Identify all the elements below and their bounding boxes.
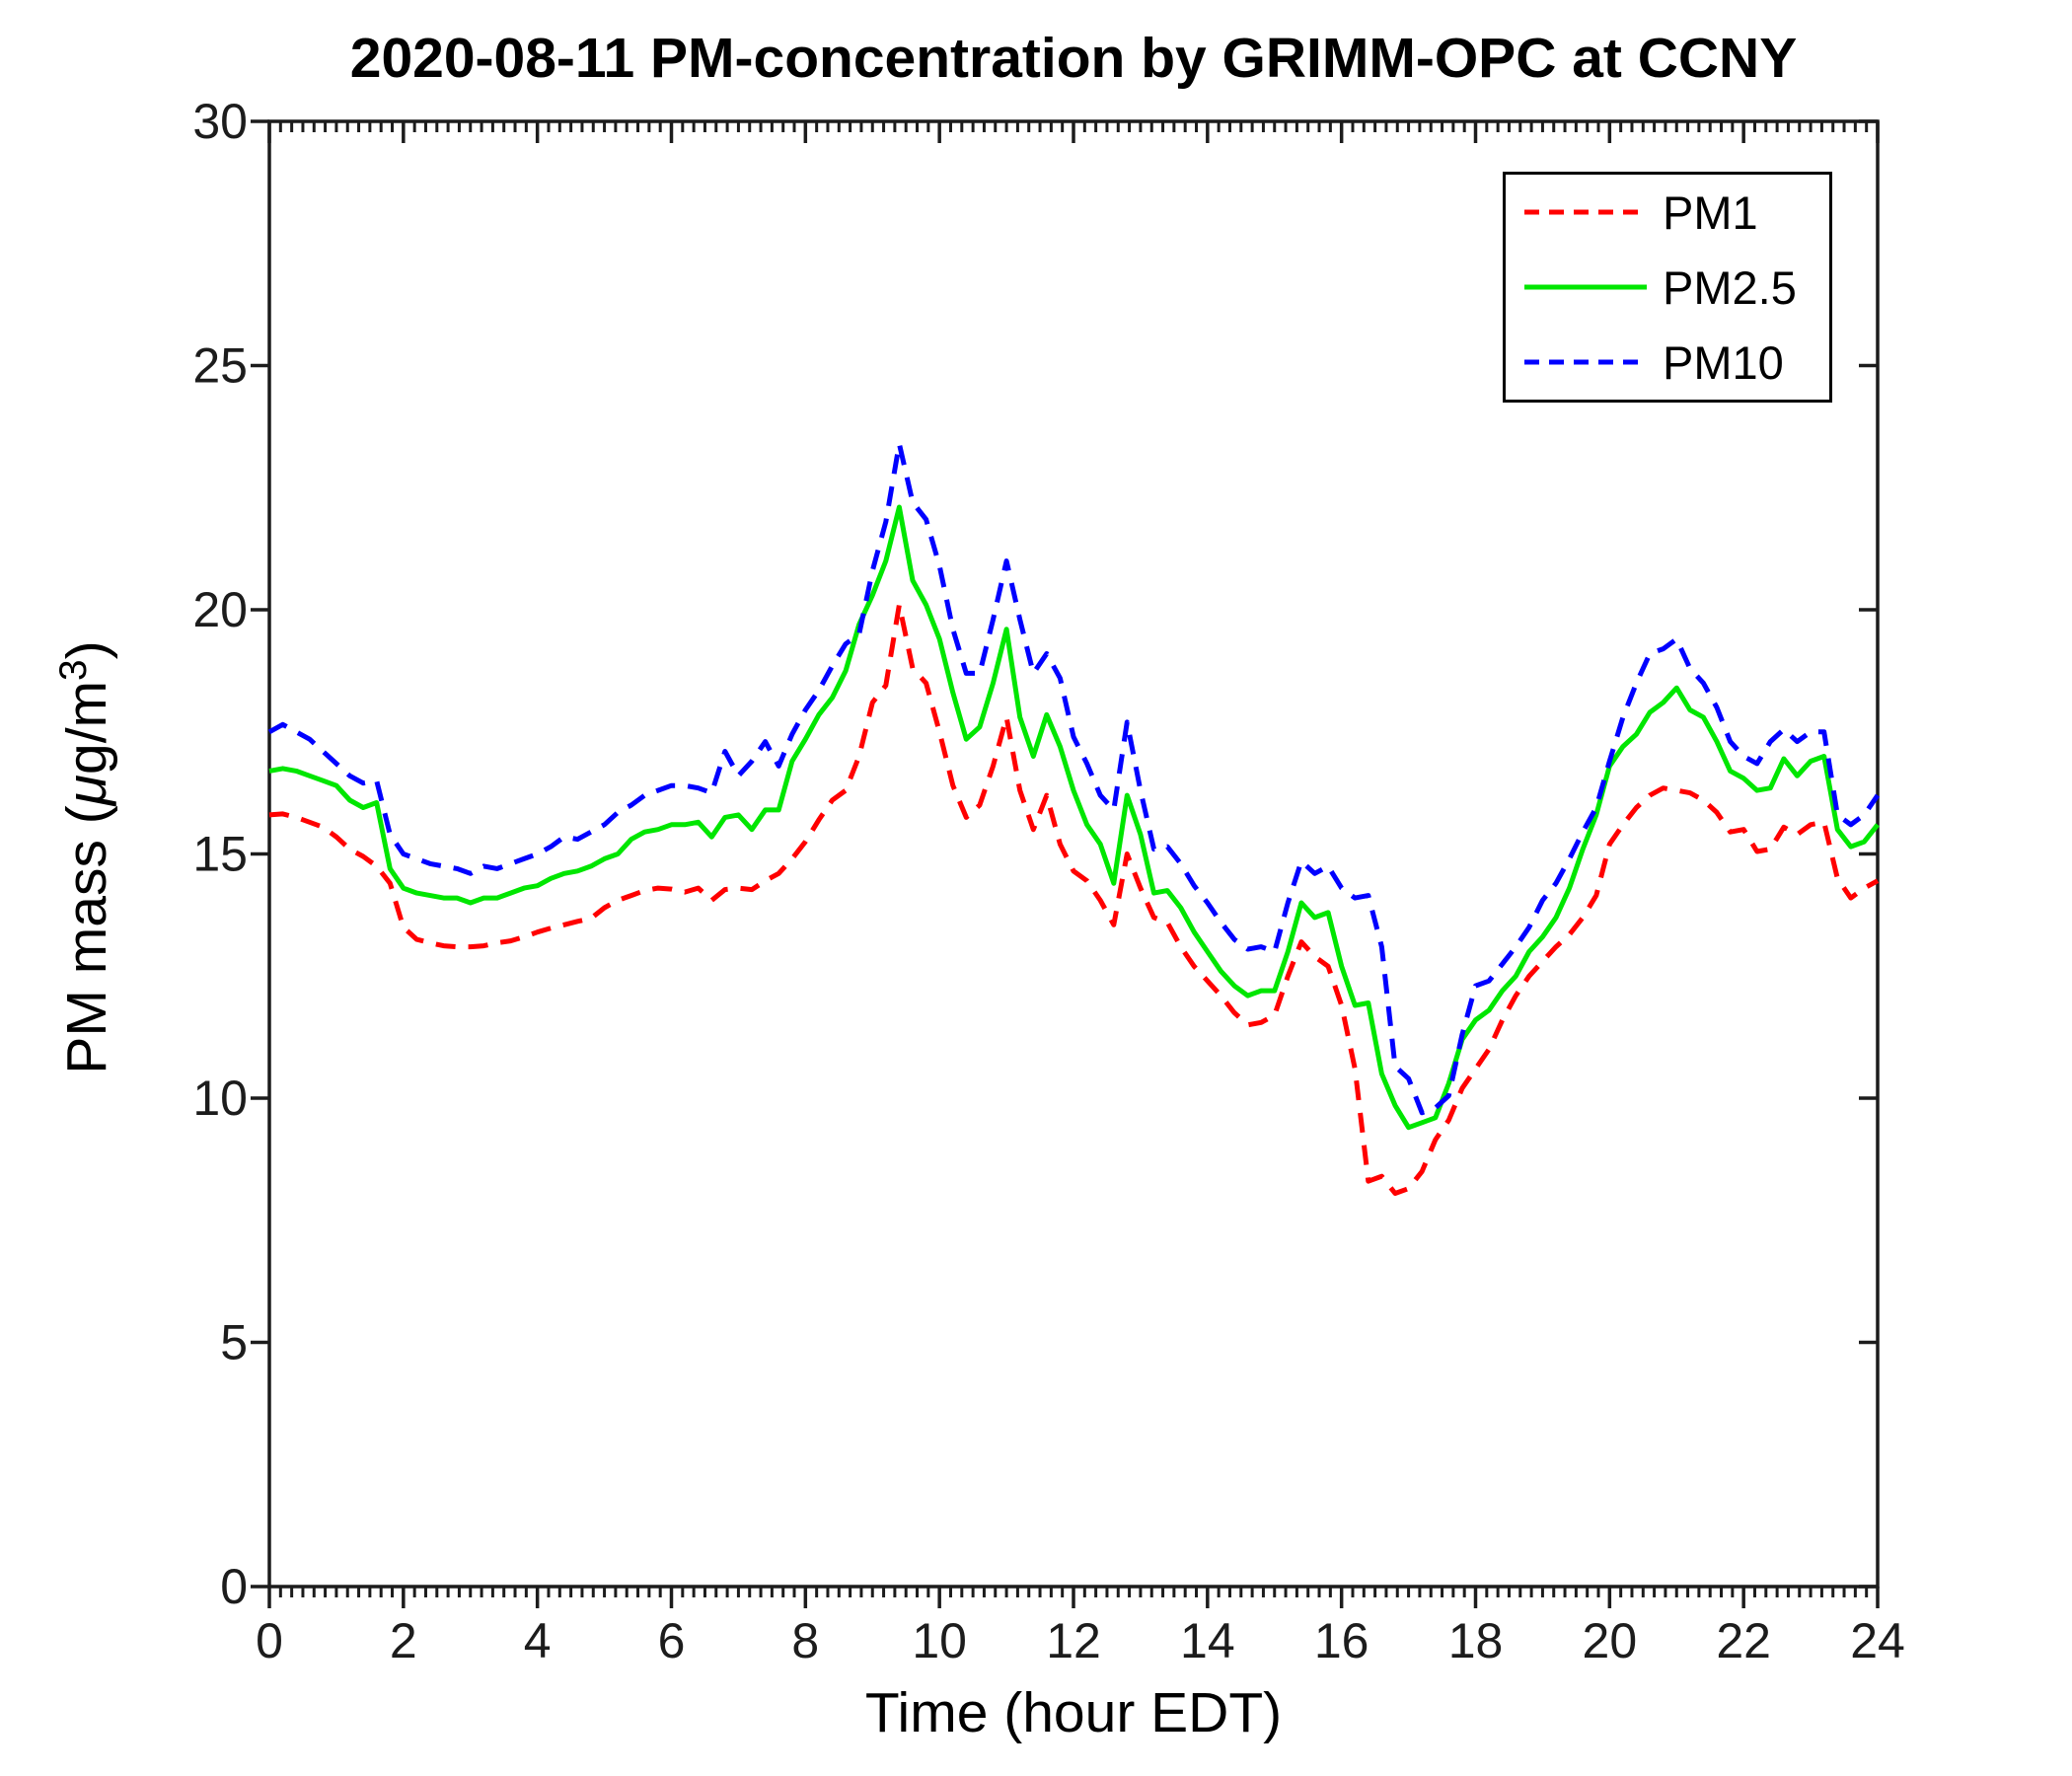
y-tick-label: 30: [192, 94, 248, 149]
legend-line-pm10-icon: [1524, 359, 1647, 365]
y-tick-label: 25: [192, 338, 248, 394]
y-tick-label: 5: [220, 1315, 248, 1370]
y-axis-label: PM mass (μg/m3): [52, 458, 119, 1257]
y-axis-label-text: PM mass (: [55, 805, 118, 1074]
legend-label-pm1: PM1: [1663, 185, 1758, 239]
series-line-pm10: [267, 441, 1881, 1116]
y-axis-label-close: ): [55, 640, 118, 660]
legend-label-pm25: PM2.5: [1663, 260, 1797, 314]
legend: PM1 PM2.5 PM10: [1503, 172, 1832, 403]
legend-label-pm10: PM10: [1663, 335, 1784, 389]
series-line-pm1: [268, 602, 1880, 1196]
x-tick-label: 24: [1850, 1613, 1905, 1668]
legend-item-pm10: PM10: [1506, 326, 1829, 399]
x-tick-label: 18: [1448, 1613, 1504, 1668]
x-tick-label: 12: [1046, 1613, 1101, 1668]
x-tick-label: 22: [1716, 1613, 1771, 1668]
x-tick-label: 20: [1583, 1613, 1638, 1668]
legend-item-pm1: PM1: [1506, 176, 1829, 249]
legend-line-pm25-icon: [1524, 284, 1647, 290]
x-tick-label: 6: [658, 1613, 686, 1668]
x-tick-label: 0: [256, 1613, 283, 1668]
y-axis-label-unit: g/m: [55, 680, 118, 775]
x-tick-label: 2: [390, 1613, 417, 1668]
x-tick-label: 4: [524, 1613, 552, 1668]
y-tick-label: 15: [192, 827, 248, 882]
x-tick-label: 8: [791, 1613, 819, 1668]
y-tick-label: 10: [192, 1071, 248, 1126]
x-tick-label: 10: [912, 1613, 967, 1668]
mu-symbol: μ: [55, 775, 118, 806]
legend-line-pm1-icon: [1524, 209, 1647, 215]
y-axis-label-exponent: 3: [52, 659, 95, 681]
y-tick-label: 20: [192, 582, 248, 637]
series-line-pm25: [268, 504, 1880, 1131]
chart-title: 2020-08-11 PM-concentration by GRIMM-OPC…: [349, 27, 1798, 90]
y-tick-label: 0: [220, 1559, 248, 1614]
x-tick-label: 16: [1314, 1613, 1369, 1668]
x-tick-label: 14: [1180, 1613, 1235, 1668]
legend-item-pm25: PM2.5: [1506, 251, 1829, 324]
x-axis-label: Time (hour EDT): [864, 1681, 1283, 1744]
